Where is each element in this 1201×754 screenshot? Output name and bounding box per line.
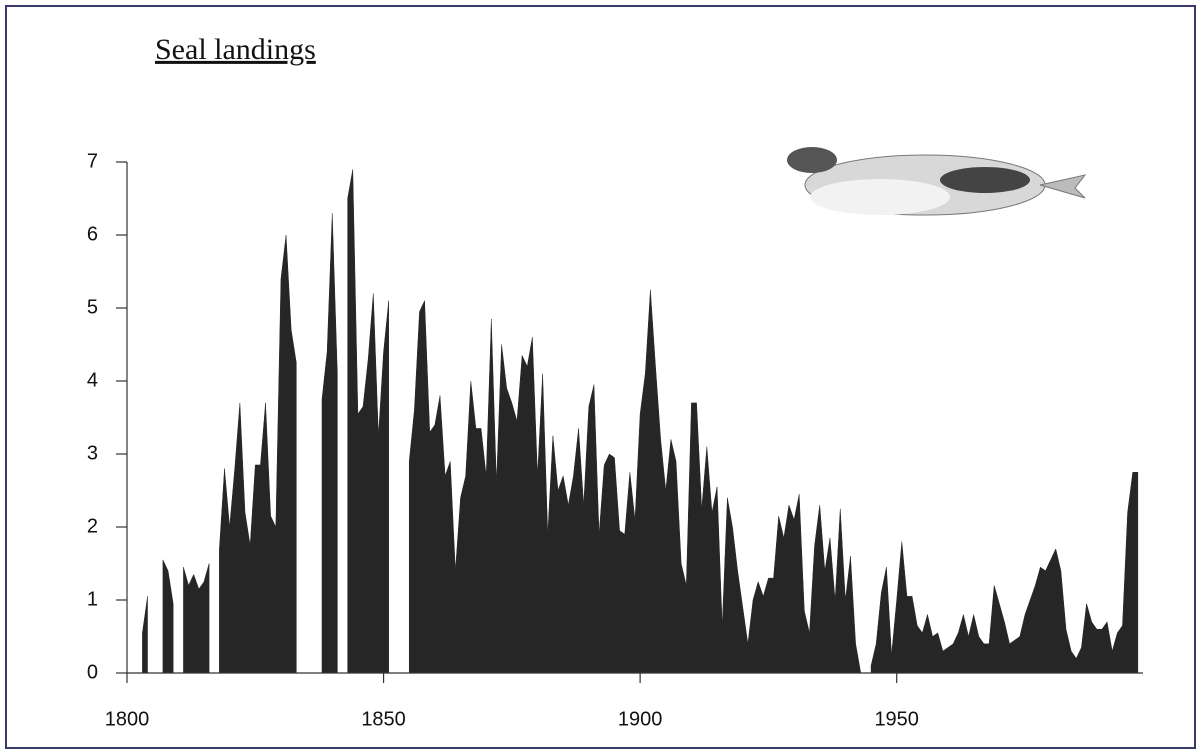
y-tick-label: 0 <box>87 661 98 683</box>
chart-title: Seal landings <box>155 33 316 66</box>
x-tick-label: 1850 <box>361 708 406 730</box>
x-tick-label: 1900 <box>618 708 663 730</box>
y-tick-label: 2 <box>87 515 98 537</box>
y-tick-label: 3 <box>87 442 98 464</box>
chart: Seal landings 0 1 2 3 4 5 6 7 1800 1850 1900 1950 <box>0 0 1201 754</box>
y-tick-label: 1 <box>87 588 98 610</box>
x-tick-label: 1800 <box>105 708 150 730</box>
x-tick-label: 1950 <box>874 708 919 730</box>
y-tick-label: 4 <box>87 369 98 391</box>
y-tick-label: 5 <box>87 296 98 318</box>
y-tick-label: 7 <box>87 150 98 172</box>
y-tick-label: 6 <box>87 223 98 245</box>
